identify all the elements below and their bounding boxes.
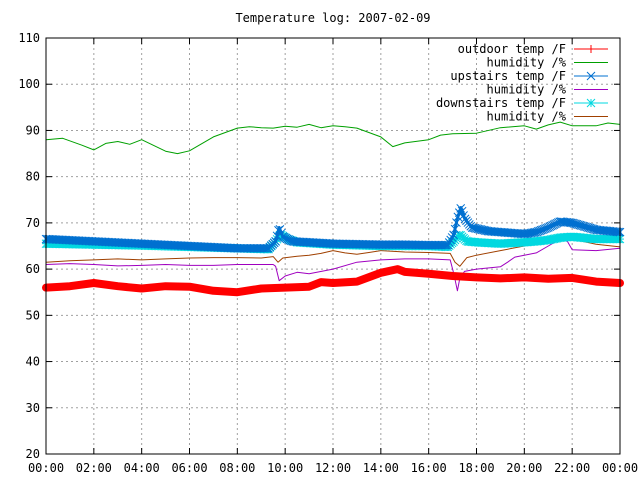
legend-label: humidity /% [487,83,567,97]
x-tick-label: 00:00 [28,461,64,475]
legend-label: downstairs temp /F [436,96,566,110]
y-tick-label: 50 [26,308,40,322]
y-tick-label: 110 [18,31,40,45]
legend-label: humidity /% [487,110,567,124]
legend-label: outdoor temp /F [458,42,566,56]
x-tick-label: 06:00 [171,461,207,475]
x-tick-label: 22:00 [554,461,590,475]
y-tick-label: 20 [26,447,40,461]
x-tick-label: 04:00 [124,461,160,475]
series-markers [41,203,625,253]
x-tick-label: 16:00 [411,461,447,475]
legend-label: humidity /% [487,56,567,70]
y-tick-label: 90 [26,123,40,137]
series-line [45,238,621,292]
x-tick-label: 02:00 [76,461,112,475]
tick-labels: 20 30 40 50 60 70 80 90 100 110 00:00 02:00 04:00 06:… [18,31,638,475]
chart-title: Temperature log: 2007-02-09 [235,11,430,25]
y-tick-label: 70 [26,216,40,230]
x-tick-label: 00:00 [602,461,638,475]
axis-ticks [45,37,621,455]
series-markers [43,266,623,296]
series-0 [42,265,624,297]
y-tick-label: 100 [18,77,40,91]
x-tick-label: 20:00 [506,461,542,475]
series-1 [45,121,621,155]
y-tick-label: 30 [26,401,40,415]
series-2 [41,203,625,253]
y-tick-label: 80 [26,170,40,184]
x-tick-label: 10:00 [267,461,303,475]
x-tick-label: 14:00 [363,461,399,475]
x-tick-label: 18:00 [458,461,494,475]
series-layer [41,121,625,297]
series-line [45,121,621,155]
legend-marker [586,71,596,81]
y-tick-label: 60 [26,262,40,276]
legend-label: upstairs temp /F [450,69,566,83]
legend-marker [586,98,596,108]
x-tick-label: 12:00 [315,461,351,475]
series-3 [45,238,621,292]
y-tick-label: 40 [26,355,40,369]
legend-marker [587,45,595,53]
x-tick-label: 08:00 [219,461,255,475]
